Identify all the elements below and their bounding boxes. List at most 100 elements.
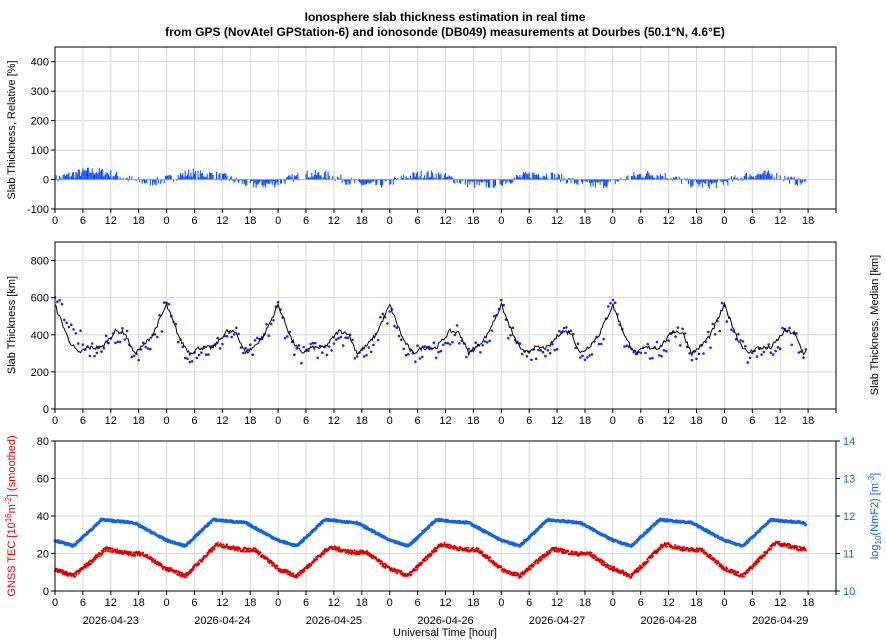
tec-point — [113, 548, 117, 551]
slab-point — [799, 350, 803, 353]
slab-point — [646, 342, 649, 346]
tec-point — [146, 554, 149, 557]
slab-point — [781, 326, 784, 330]
slab-point — [246, 348, 250, 352]
slab-point — [76, 342, 80, 345]
slab-point — [156, 335, 159, 339]
slab-point — [574, 346, 577, 350]
slab-point — [446, 341, 450, 345]
tec-point — [428, 555, 431, 558]
x-tick-label: 6 — [749, 215, 755, 227]
slab-median-line — [54, 301, 807, 358]
slab-point — [158, 313, 161, 317]
y-tick-label: 40 — [37, 511, 49, 523]
tec-point — [161, 568, 164, 571]
chart-title-line1: Ionosphere slab thickness estimation in … — [305, 10, 586, 24]
tec-point — [415, 568, 418, 571]
tec-point — [81, 568, 84, 571]
slab-point — [479, 351, 482, 354]
slab-point — [60, 302, 64, 306]
tec-point — [521, 570, 524, 573]
x-tick-label: 0 — [721, 415, 727, 427]
slab-point — [93, 354, 96, 358]
x-tick-label: 18 — [133, 415, 145, 427]
slab-point — [695, 357, 698, 361]
slab-point — [416, 344, 419, 348]
slab-point — [418, 357, 422, 360]
slab-point — [453, 333, 457, 337]
slab-point — [679, 344, 682, 347]
tec-point — [665, 545, 668, 548]
y-tick-label: -100 — [27, 204, 49, 216]
x-tick-label: 6 — [749, 415, 755, 427]
slab-point — [379, 315, 382, 319]
tec-point — [84, 566, 87, 569]
x-tick-label: 0 — [498, 215, 504, 227]
tec-point — [353, 549, 356, 552]
slab-point — [183, 356, 187, 360]
slab-point — [244, 346, 247, 350]
x-tick-label: 0 — [387, 215, 393, 227]
slab-point — [174, 322, 178, 326]
slab-point — [625, 344, 629, 348]
x-tick-label: 12 — [774, 215, 786, 227]
slab-point — [697, 352, 701, 356]
slab-point — [204, 353, 208, 356]
tec-point — [529, 568, 532, 571]
x-tick-label: 6 — [415, 215, 421, 227]
tec-point — [210, 550, 213, 553]
slab-point — [776, 346, 780, 349]
slab-point — [511, 326, 515, 330]
slab-point — [481, 344, 485, 347]
slab-point — [623, 345, 626, 348]
tec-point — [241, 550, 244, 553]
slab-point — [713, 333, 717, 336]
slab-point — [720, 301, 724, 305]
tec-point — [751, 565, 754, 568]
x-tick-label: 18 — [579, 597, 591, 609]
slab-point — [769, 351, 773, 355]
tec-point — [247, 547, 250, 550]
slab-point — [81, 343, 85, 347]
tec-point — [154, 559, 157, 562]
x-tick-label: 12 — [216, 597, 228, 609]
slab-point — [730, 328, 733, 332]
slab-point — [746, 361, 749, 364]
slab-point — [490, 329, 494, 332]
x-tick-label: 6 — [415, 597, 421, 609]
slab-point — [644, 351, 647, 355]
slab-point — [790, 343, 794, 347]
slab-point — [393, 324, 396, 328]
tec-point — [216, 541, 219, 545]
slab-point — [665, 349, 668, 353]
slab-point — [372, 343, 375, 347]
slab-point — [311, 341, 315, 345]
tec-point — [543, 556, 546, 559]
slab-point — [67, 325, 71, 329]
slab-point — [734, 337, 738, 341]
tec-point — [276, 564, 279, 568]
slab-point — [797, 351, 801, 354]
tec-point — [296, 575, 299, 579]
x-date-label: 2026-04-28 — [641, 615, 697, 627]
x-tick-label: 18 — [802, 597, 814, 609]
slab-point — [367, 346, 371, 349]
slab-point — [74, 332, 78, 335]
slab-point — [474, 341, 478, 345]
tec-point — [337, 550, 340, 553]
x-tick-label: 0 — [164, 215, 170, 227]
y-tick-label: 60 — [37, 474, 49, 486]
x-tick-label: 18 — [690, 415, 702, 427]
tec-point — [571, 550, 574, 553]
slab-point — [376, 338, 380, 342]
tec-point — [549, 549, 553, 552]
slab-point — [795, 332, 798, 335]
x-tick-label: 6 — [303, 215, 309, 227]
tec-point — [594, 554, 597, 557]
slab-point — [651, 356, 654, 360]
slab-point — [160, 330, 164, 333]
x-tick-label: 0 — [498, 415, 504, 427]
slab-point — [65, 321, 68, 325]
x-tick-label: 18 — [244, 215, 256, 227]
x-date-label: 2026-04-29 — [752, 615, 808, 627]
